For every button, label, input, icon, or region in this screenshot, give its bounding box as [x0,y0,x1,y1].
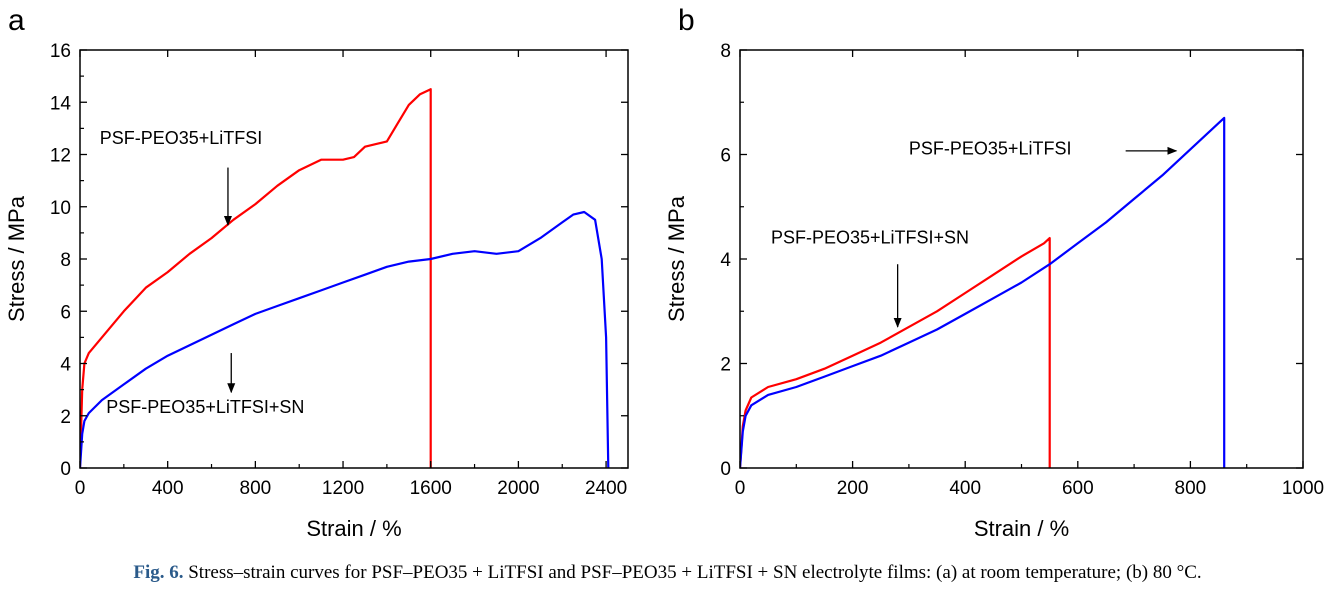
y-tick-label: 4 [720,250,731,271]
caption-label: Fig. 6. [133,562,184,583]
x-tick-label: 400 [152,478,184,499]
x-tick-label: 200 [837,478,869,499]
figure: a0 400 800 1200 1600 2000 24000246810121416Str… [4,4,1324,541]
series-line-1 [740,116,1226,468]
x-tick-label: 800 [1175,478,1207,499]
plot-frame [739,49,1304,469]
x-tick-label: 400 [949,478,981,499]
x-tick-label: 2400 [585,478,627,499]
y-tick-label: 2 [60,407,71,428]
panel-a: a 0 400 800 1200 1600 2000 2400 0 2 4 6 8 10 12 14 16 Str… [4,4,629,541]
y-tick-label: 12 [50,146,71,167]
annotation-label: PSF-PEO35+LiTFSI [100,128,263,148]
y-axis-label: Stress / MPa [664,195,689,322]
x-tick-label: 0 [735,478,746,499]
caption-text: Stress–strain curves for PSF–PEO35 + LiT… [188,562,1202,583]
x-axis-label: Strain / % [974,516,1069,541]
y-tick-label: 0 [60,459,71,480]
y-tick-label: 8 [720,41,731,62]
y-tick-label: 0 [720,459,731,480]
x-axis-label: Strain / % [306,516,401,541]
y-axis-label: Stress / MPa [4,195,29,322]
x-tick-label: 2000 [497,478,539,499]
panel-label: a [8,4,25,37]
y-tick-label: 4 [60,355,71,376]
y-tick-label: 6 [60,302,71,323]
x-tick-label: 1600 [410,478,452,499]
y-tick-label: 8 [60,250,71,271]
x-tick-label: 1000 [1282,478,1324,499]
figure-caption: Fig. 6. Stress–strain curves for PSF–PEO… [0,562,1335,584]
x-tick-label: 0 [75,478,86,499]
panel-label: b [678,4,695,37]
annotation-label: PSF-PEO35+LiTFSI+SN [771,227,969,247]
y-tick-label: 6 [720,146,731,167]
x-tick-label: 800 [240,478,272,499]
x-tick-label: 600 [1062,478,1094,499]
series-line-0 [80,88,432,468]
annotation-label: PSF-PEO35+LiTFSI [909,139,1072,159]
y-tick-label: 2 [720,355,731,376]
y-tick-label: 10 [50,198,71,219]
y-tick-label: 14 [50,93,72,114]
y-tick-label: 16 [50,41,71,62]
panel-b: b 0 200 400 600 800 1000 0 2 4 6 8 Strain / % Stress … [664,4,1324,541]
annotation-label: PSF-PEO35+LiTFSI+SN [106,397,304,417]
series-line-1 [80,210,610,468]
x-tick-label: 1200 [322,478,364,499]
series-line-0 [740,237,1051,468]
